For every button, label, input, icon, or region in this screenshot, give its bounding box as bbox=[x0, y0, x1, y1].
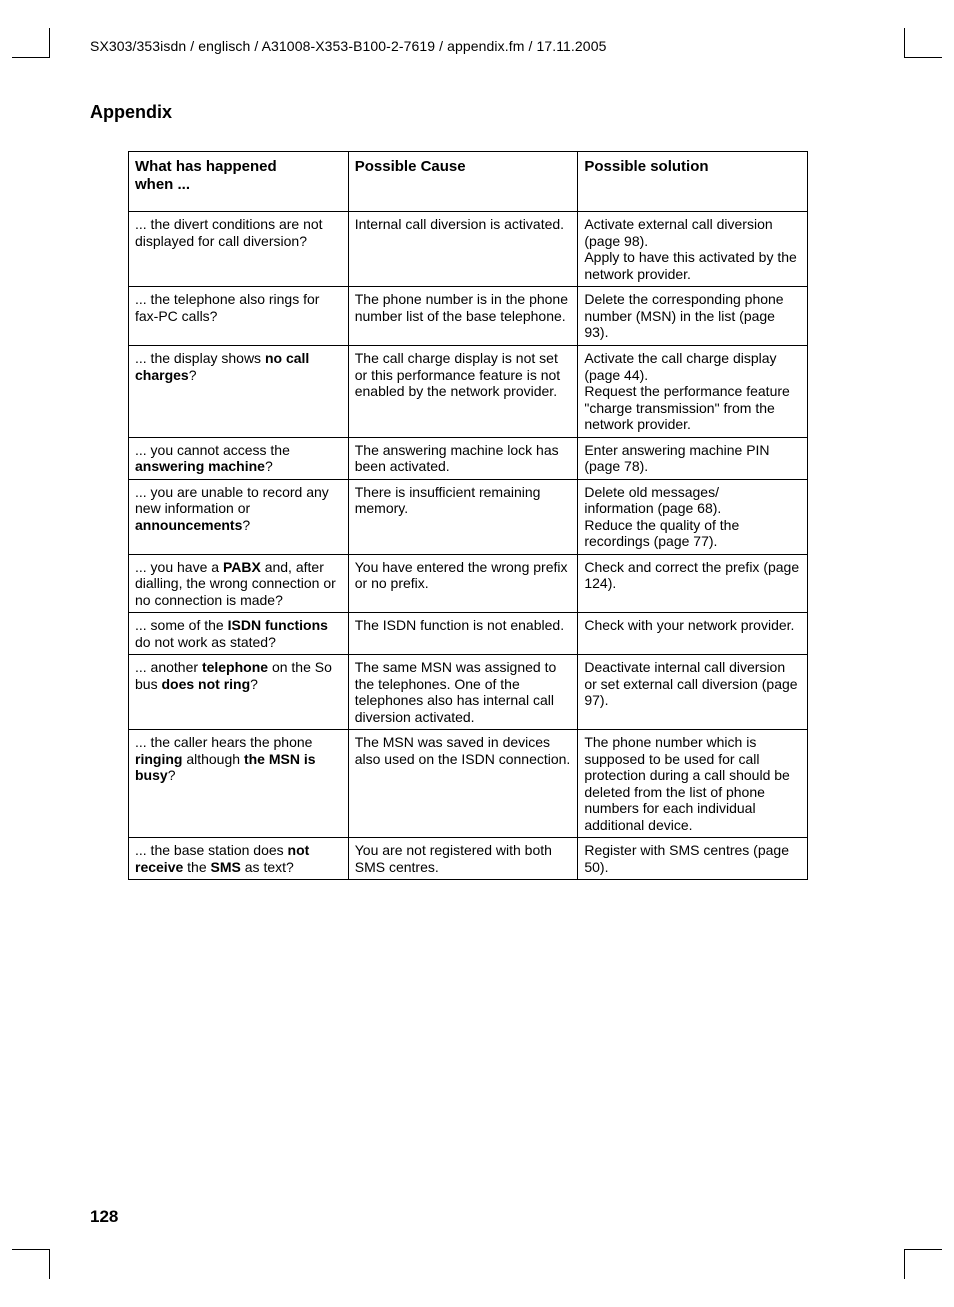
cell-what: ... the divert conditions are not displa… bbox=[129, 212, 349, 287]
cell-cause: You are not registered with both SMS cen… bbox=[348, 838, 578, 880]
cell-what: ... the base station does not receive th… bbox=[129, 838, 349, 880]
cell-solution: Check with your network provider. bbox=[578, 613, 808, 655]
th-possible-solution: Possible solution bbox=[578, 152, 808, 212]
cell-solution: The phone number which is supposed to be… bbox=[578, 730, 808, 838]
table-row: ... you have a PABX and, after dialling,… bbox=[129, 554, 808, 613]
cell-what: ... some of the ISDN functions do not wo… bbox=[129, 613, 349, 655]
cell-cause: The ISDN function is not enabled. bbox=[348, 613, 578, 655]
th-line2: when ... bbox=[135, 176, 190, 193]
table-row: ... some of the ISDN functions do not wo… bbox=[129, 613, 808, 655]
page-number: 128 bbox=[90, 1207, 118, 1227]
cell-solution: Activate the call charge display (page 4… bbox=[578, 345, 808, 437]
cell-what: ... the display shows no call charges? bbox=[129, 345, 349, 437]
cell-what: ... you are unable to record any new inf… bbox=[129, 479, 349, 554]
cell-solution: Deactivate internal call diversion or se… bbox=[578, 655, 808, 730]
cell-what: ... another telephone on the So bus does… bbox=[129, 655, 349, 730]
cell-cause: The MSN was saved in devices also used o… bbox=[348, 730, 578, 838]
table-row: ... you cannot access the answering mach… bbox=[129, 437, 808, 479]
cell-cause: The answering machine lock has been acti… bbox=[348, 437, 578, 479]
table-row: ... the caller hears the phone ringing a… bbox=[129, 730, 808, 838]
cell-cause: Internal call diversion is activated. bbox=[348, 212, 578, 287]
cell-solution: Enter answering machine PIN (page 78). bbox=[578, 437, 808, 479]
cell-solution: Check and correct the prefix (page 124). bbox=[578, 554, 808, 613]
th-possible-cause: Possible Cause bbox=[348, 152, 578, 212]
cell-what: ... you have a PABX and, after dialling,… bbox=[129, 554, 349, 613]
table-row: ... the divert conditions are not displa… bbox=[129, 212, 808, 287]
cell-solution: Register with SMS centres (page 50). bbox=[578, 838, 808, 880]
troubleshoot-table: What has happened when ... Possible Caus… bbox=[128, 151, 808, 880]
cell-what: ... the telephone also rings for fax-PC … bbox=[129, 287, 349, 346]
th-line1: What has happened bbox=[135, 158, 277, 175]
table-row: ... the telephone also rings for fax-PC … bbox=[129, 287, 808, 346]
cell-solution: Activate external call diversion (page 9… bbox=[578, 212, 808, 287]
cell-solution: Delete old messages/information (page 68… bbox=[578, 479, 808, 554]
cell-what: ... you cannot access the answering mach… bbox=[129, 437, 349, 479]
cell-solution: Delete the corresponding phone number (M… bbox=[578, 287, 808, 346]
table-row: ... you are unable to record any new inf… bbox=[129, 479, 808, 554]
cell-cause: There is insufficient remaining memory. bbox=[348, 479, 578, 554]
cell-cause: The phone number is in the phone number … bbox=[348, 287, 578, 346]
header-path: SX303/353isdn / englisch / A31008-X353-B… bbox=[90, 38, 894, 54]
section-title: Appendix bbox=[90, 102, 894, 123]
cell-cause: The same MSN was assigned to the telepho… bbox=[348, 655, 578, 730]
table-row: ... another telephone on the So bus does… bbox=[129, 655, 808, 730]
cell-cause: You have entered the wrong prefix or no … bbox=[348, 554, 578, 613]
th-what-happened: What has happened when ... bbox=[129, 152, 349, 212]
table-row: ... the base station does not receive th… bbox=[129, 838, 808, 880]
cell-cause: The call charge display is not set or th… bbox=[348, 345, 578, 437]
cell-what: ... the caller hears the phone ringing a… bbox=[129, 730, 349, 838]
table-row: ... the display shows no call charges?Th… bbox=[129, 345, 808, 437]
